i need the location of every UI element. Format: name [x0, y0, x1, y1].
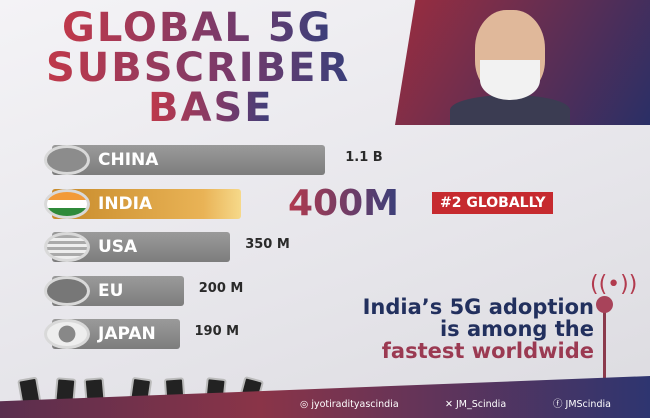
flag-usa-icon	[44, 232, 90, 262]
facebook-icon: ⓕ	[553, 399, 566, 410]
india-value-label: 400M	[288, 183, 399, 224]
category-label: EU	[98, 280, 124, 301]
tagline-1: India’s 5G adoption	[362, 295, 594, 319]
bar-china	[52, 145, 326, 175]
flag-china-icon	[44, 145, 90, 175]
flag-eu-icon	[44, 275, 90, 306]
x-icon: ✕	[445, 399, 456, 410]
wifi-signal-icon: ((•))	[590, 272, 638, 297]
title-line-2: SUBSCRIBER	[46, 45, 351, 91]
instagram-handle[interactable]: ◎ jyotiradityascindia	[300, 399, 399, 410]
pole-decoration	[603, 300, 606, 378]
flag-japan-icon	[44, 319, 90, 349]
tagline-2: is among the	[439, 317, 594, 341]
title-line-3: BASE	[148, 85, 274, 131]
category-label: CHINA	[98, 150, 159, 170]
portrait-photo	[395, 0, 650, 125]
pin-dot-icon	[596, 296, 613, 313]
instagram-icon: ◎	[300, 399, 312, 410]
value-label: 200 M	[198, 280, 244, 296]
flag-india-icon	[44, 188, 90, 219]
rank-badge: #2 GLOBALLY	[432, 192, 554, 214]
category-label: INDIA	[98, 193, 153, 214]
category-label: USA	[98, 237, 138, 257]
value-label: 1.1 B	[345, 150, 383, 165]
facebook-handle[interactable]: ⓕ JMScindia	[553, 399, 611, 410]
tagline-3: fastest worldwide	[381, 339, 594, 363]
value-label: 350 M	[245, 237, 290, 252]
x-handle[interactable]: ✕ JM_Scindia	[445, 399, 507, 410]
category-label: JAPAN	[98, 324, 156, 344]
title-line-1: GLOBAL 5G	[62, 5, 333, 51]
value-label: 190 M	[194, 324, 240, 339]
